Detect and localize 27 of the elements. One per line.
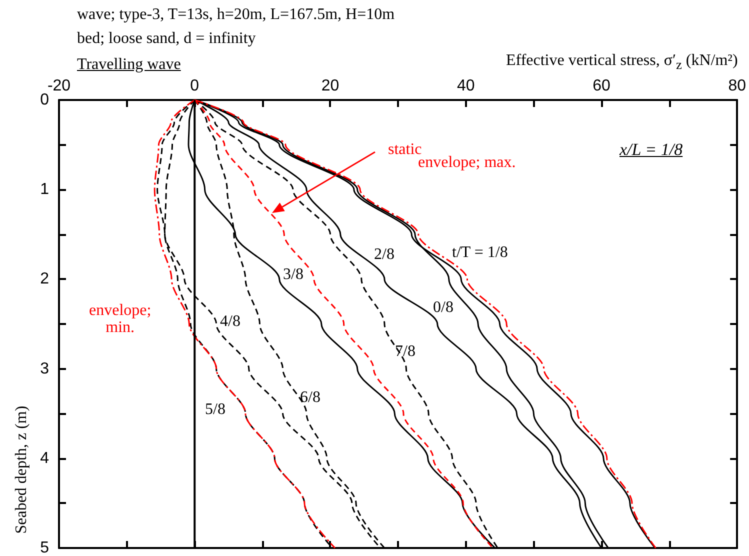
annotation: 0/8: [433, 299, 454, 317]
x-tick-label: 20: [321, 78, 340, 94]
annotation: envelope; min.: [89, 302, 152, 337]
annotation: 4/8: [220, 313, 240, 331]
annotation: x/L = 1/8: [620, 140, 683, 160]
y-tick-label: 4: [40, 450, 50, 467]
x-tick-label: 80: [728, 78, 746, 94]
annotation: 3/8: [283, 266, 304, 284]
x-axis-title: Effective vertical stress, σ′$_{z}$ (kN/m²): [506, 52, 738, 73]
annotation: 7/8: [395, 343, 416, 361]
y-axis-title: Seabed depth, z (m): [13, 406, 31, 534]
y-tick-label: 1: [40, 181, 50, 198]
x-tick-label: 60: [592, 78, 610, 94]
x-tick-label: 40: [456, 78, 475, 94]
chart-title: wave; type-3, T=13s, h=20m, L=167.5m, H=10m: [77, 6, 395, 24]
y-tick-label: 5: [40, 540, 50, 556]
y-tick-label: 3: [40, 360, 50, 378]
chart-subtitle: bed; loose sand, d = infinity: [77, 30, 256, 48]
annotation: 6/8: [300, 389, 320, 407]
annotation: t/T = 1/8: [452, 244, 508, 262]
y-tick-label: 2: [40, 270, 50, 288]
y-tick-label: 0: [40, 92, 50, 108]
annotation: 2/8: [374, 246, 394, 264]
annotation: 5/8: [205, 401, 226, 419]
x-tick-label: -20: [47, 78, 71, 94]
x-tick-label: 0: [190, 78, 200, 94]
text: Travelling wave: [77, 56, 181, 74]
